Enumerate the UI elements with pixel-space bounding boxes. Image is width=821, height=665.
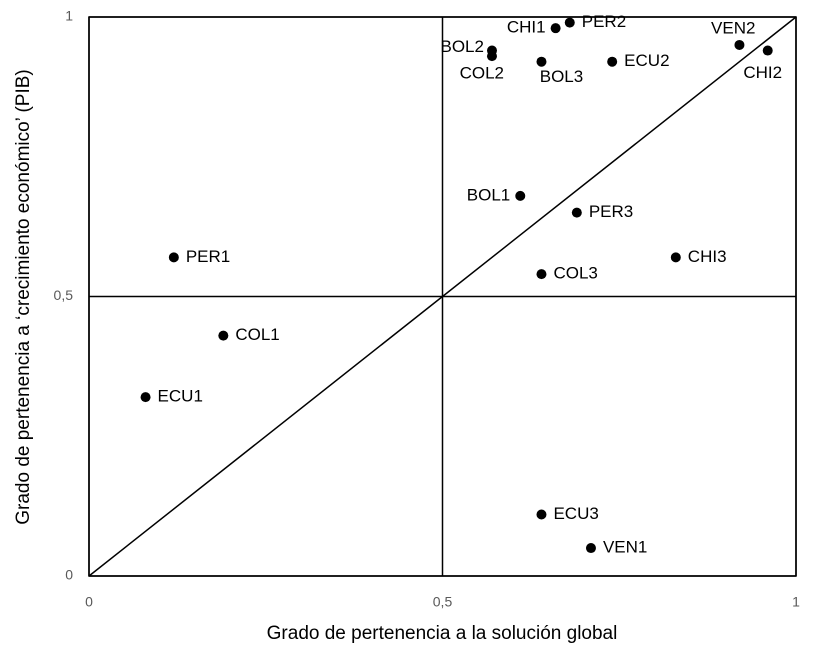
x-tick-label: 0,5 xyxy=(433,594,453,610)
point xyxy=(734,39,745,50)
x-axis-title: Grado de pertenencia a la solución globa… xyxy=(267,623,618,644)
point-label: BOL3 xyxy=(540,67,583,86)
point xyxy=(571,207,582,218)
x-tick-label: 0 xyxy=(85,594,93,610)
point-label: ECU2 xyxy=(624,51,669,70)
y-axis-title: Grado de pertenencia a ‘crecimiento econ… xyxy=(13,69,34,525)
x-tick-label: 1 xyxy=(792,594,800,610)
point xyxy=(762,45,773,56)
point-label: ECU3 xyxy=(553,504,598,523)
point-label: PER1 xyxy=(186,247,230,266)
point xyxy=(564,17,575,28)
y-tick-label: 0,5 xyxy=(54,287,74,303)
point xyxy=(168,252,179,263)
plot-frame xyxy=(88,16,797,577)
point-label: COL2 xyxy=(460,64,504,83)
point-label: COL3 xyxy=(553,264,597,283)
point xyxy=(218,330,229,341)
point xyxy=(607,56,618,67)
point xyxy=(140,392,151,403)
diagonal-line xyxy=(88,16,797,577)
point xyxy=(670,252,681,263)
point xyxy=(536,56,547,67)
point-label: COL1 xyxy=(235,325,279,344)
point xyxy=(536,509,547,520)
point-label: VEN1 xyxy=(603,538,647,557)
point-label: CHI1 xyxy=(507,18,546,37)
point xyxy=(536,269,547,280)
point xyxy=(486,51,497,62)
point-label: CHI3 xyxy=(688,247,727,266)
point xyxy=(515,190,526,201)
point-label: PER3 xyxy=(589,202,633,221)
point xyxy=(550,23,561,34)
y-tick-label: 1 xyxy=(65,8,73,24)
point-label: BOL2 xyxy=(441,37,484,56)
point-label: PER2 xyxy=(582,12,626,31)
point-label: CHI2 xyxy=(743,63,782,82)
point-label: ECU1 xyxy=(158,387,203,406)
y-tick-label: 0 xyxy=(65,567,73,583)
point-label: VEN2 xyxy=(711,18,755,37)
point-label: BOL1 xyxy=(467,185,510,204)
point xyxy=(585,543,596,554)
